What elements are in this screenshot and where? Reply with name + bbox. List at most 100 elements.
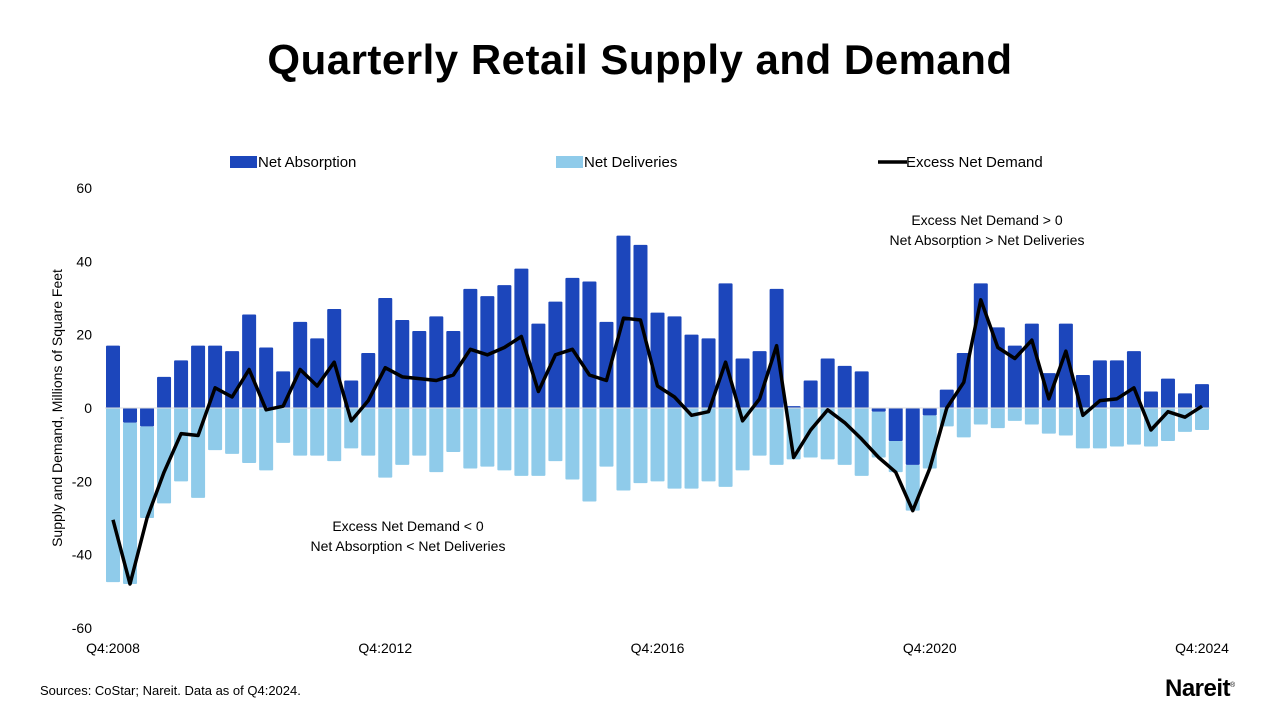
net-absorption-bar xyxy=(395,320,410,408)
net-deliveries-bar xyxy=(327,408,342,462)
net-absorption-bar xyxy=(106,345,120,408)
nareit-logo: Nareit® xyxy=(1165,675,1235,702)
net-deliveries-bar xyxy=(497,408,512,471)
net-absorption-bar xyxy=(225,351,240,408)
net-deliveries-bar xyxy=(820,408,835,460)
net-deliveries-bar xyxy=(174,408,189,482)
net-absorption-bar xyxy=(667,316,682,408)
net-absorption-bar xyxy=(1160,378,1175,408)
annotation-line: Excess Net Demand < 0 xyxy=(332,518,484,534)
annotation-line: Net Absorption > Net Deliveries xyxy=(890,232,1085,248)
net-absorption-bar xyxy=(531,323,546,408)
net-absorption-bar xyxy=(650,312,665,408)
legend-swatch xyxy=(230,156,257,168)
net-absorption-bar xyxy=(871,408,886,412)
net-deliveries-bar xyxy=(514,408,529,476)
legend-label: Excess Net Demand xyxy=(906,154,1043,171)
net-deliveries-bar xyxy=(718,408,733,487)
net-absorption-bar xyxy=(905,408,920,465)
net-deliveries-bar xyxy=(276,408,291,443)
net-deliveries-bar xyxy=(1075,408,1090,449)
y-tick-label: 60 xyxy=(76,180,92,196)
net-deliveries-bar xyxy=(922,415,937,469)
net-deliveries-bar xyxy=(1195,408,1209,430)
annotation-line: Excess Net Demand > 0 xyxy=(911,212,1063,228)
net-absorption-bar xyxy=(1195,384,1209,408)
net-deliveries-bar xyxy=(786,408,801,460)
net-deliveries-bar xyxy=(973,408,988,425)
net-absorption-bar xyxy=(990,327,1005,408)
net-deliveries-bar xyxy=(735,408,750,471)
net-deliveries-bar xyxy=(684,408,699,489)
net-deliveries-bar xyxy=(429,408,444,473)
x-tick-label: Q4:2016 xyxy=(631,640,685,656)
net-deliveries-bar xyxy=(633,408,648,484)
y-axis-label: Supply and Demand, Millions of Square Fe… xyxy=(49,269,65,547)
net-deliveries-bar xyxy=(667,408,682,489)
net-absorption-bar xyxy=(752,351,767,408)
legend-swatch xyxy=(556,156,583,168)
net-absorption-bar xyxy=(123,408,138,423)
net-deliveries-bar xyxy=(599,408,614,467)
net-deliveries-bar xyxy=(701,408,716,482)
net-absorption-bar xyxy=(378,298,393,408)
net-deliveries-bar xyxy=(446,408,461,452)
net-deliveries-bar xyxy=(769,408,784,465)
net-deliveries-bar xyxy=(242,408,257,463)
net-deliveries-bar xyxy=(378,408,393,478)
net-absorption-bar xyxy=(1007,345,1022,408)
net-absorption-bar xyxy=(242,314,257,408)
net-deliveries-bar xyxy=(123,422,138,584)
net-deliveries-bar xyxy=(140,426,155,518)
net-deliveries-bar xyxy=(259,408,274,471)
x-tick-label: Q4:2012 xyxy=(358,640,412,656)
y-tick-label: 40 xyxy=(76,253,92,269)
net-deliveries-bar xyxy=(412,408,427,456)
net-deliveries-bar xyxy=(208,408,223,451)
x-tick-label: Q4:2024 xyxy=(1175,640,1229,656)
net-absorption-bar xyxy=(565,277,580,408)
net-deliveries-bar xyxy=(1058,408,1073,436)
net-absorption-bar xyxy=(310,338,325,408)
logo-text: Nareit xyxy=(1165,675,1231,702)
y-tick-label: -20 xyxy=(72,473,92,489)
net-deliveries-bar xyxy=(463,408,478,469)
net-absorption-bar xyxy=(480,296,495,408)
net-absorption-bar xyxy=(208,345,223,408)
net-absorption-bar xyxy=(684,334,699,408)
net-deliveries-bar xyxy=(888,441,903,473)
net-absorption-bar xyxy=(1092,360,1107,408)
net-deliveries-bar xyxy=(293,408,308,456)
net-absorption-bar xyxy=(259,347,274,408)
net-absorption-bar xyxy=(1177,393,1192,408)
net-deliveries-bar xyxy=(871,411,886,458)
net-absorption-bar xyxy=(1058,323,1073,408)
x-tick-label: Q4:2008 xyxy=(86,640,140,656)
net-deliveries-bar xyxy=(565,408,580,480)
net-absorption-bar xyxy=(344,380,359,408)
net-deliveries-bar xyxy=(854,408,869,476)
net-deliveries-bar xyxy=(1177,408,1192,432)
net-absorption-bar xyxy=(922,408,937,416)
x-tick-label: Q4:2020 xyxy=(903,640,957,656)
net-deliveries-bar xyxy=(480,408,495,467)
net-absorption-bar xyxy=(888,408,903,441)
net-absorption-bar xyxy=(191,345,206,408)
net-deliveries-bar xyxy=(616,408,631,491)
net-absorption-bar xyxy=(718,283,733,408)
net-deliveries-bar xyxy=(956,408,971,438)
net-deliveries-bar xyxy=(361,408,376,456)
net-absorption-bar xyxy=(1143,391,1158,408)
net-absorption-bar xyxy=(327,309,342,408)
net-deliveries-bar xyxy=(106,408,120,583)
net-deliveries-bar xyxy=(837,408,852,465)
net-absorption-bar xyxy=(701,338,716,408)
net-deliveries-bar xyxy=(582,408,597,502)
net-deliveries-bar xyxy=(990,408,1005,429)
net-absorption-bar xyxy=(599,321,614,408)
net-absorption-bar xyxy=(446,331,461,408)
net-absorption-bar xyxy=(174,360,189,408)
net-deliveries-bar xyxy=(1109,408,1124,447)
sources-note: Sources: CoStar; Nareit. Data as of Q4:2… xyxy=(40,683,301,698)
